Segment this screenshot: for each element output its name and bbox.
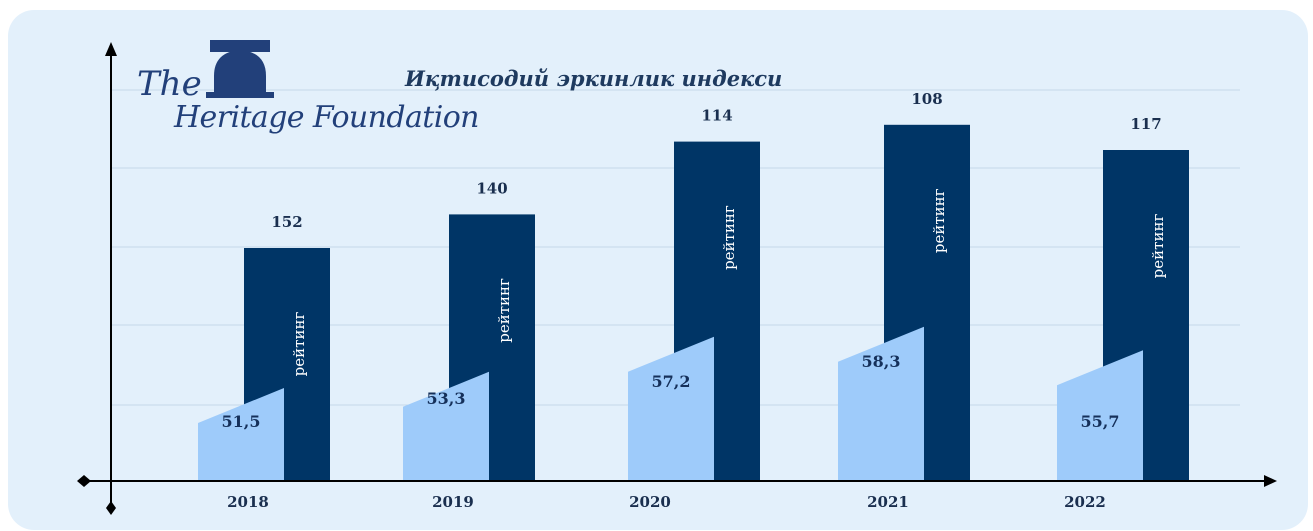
x-tick-label-2020: 2020 — [629, 493, 671, 511]
bars: 152 51,5 рейтинг 140 53,3 рейтинг 114 57,2 рейти… — [198, 90, 1189, 482]
x-axis-origin-diamond-icon — [77, 475, 91, 487]
logo-text-heritage-foundation: Heritage Foundation — [173, 100, 479, 135]
score-bar-2022 — [1057, 350, 1143, 481]
rank-value-label-2021: 108 — [911, 90, 942, 108]
x-tick-label-2018: 2018 — [227, 493, 269, 511]
rank-value-label-2020: 114 — [701, 107, 732, 125]
score-bar-2021 — [838, 326, 924, 481]
score-value-label-2022: 55,7 — [1081, 412, 1120, 431]
x-tick-label-2021: 2021 — [867, 493, 909, 511]
chart-title: Иқтисодий эркинлик индекси — [404, 66, 782, 91]
logo-text-the: The — [137, 64, 202, 104]
x-tick-label-2019: 2019 — [432, 493, 474, 511]
rank-series-label-2018: рейтинг — [290, 312, 308, 377]
score-bar-2020 — [628, 336, 714, 481]
rank-value-label-2022: 117 — [1130, 115, 1161, 133]
score-bar-2019 — [403, 371, 489, 481]
score-bar-2018 — [198, 388, 284, 481]
rank-series-label-2021: рейтинг — [930, 188, 948, 253]
score-value-label-2018: 51,5 — [222, 412, 261, 431]
y-axis-arrow-icon — [105, 42, 117, 56]
score-value-label-2020: 57,2 — [652, 372, 691, 391]
heritage-foundation-logo: The Heritage Foundation — [137, 40, 479, 135]
y-axis-end-diamond-icon — [106, 501, 116, 515]
rank-series-label-2020: рейтинг — [720, 205, 738, 270]
rank-value-label-2019: 140 — [476, 179, 507, 197]
x-tick-label-2022: 2022 — [1064, 493, 1106, 511]
axes: 2018 2019 2020 2021 2022 — [77, 42, 1277, 515]
rank-value-label-2018: 152 — [271, 213, 302, 231]
score-value-label-2019: 53,3 — [427, 389, 466, 408]
score-value-label-2021: 58,3 — [862, 352, 901, 371]
x-axis-arrow-icon — [1264, 475, 1277, 487]
rank-series-label-2022: рейтинг — [1149, 214, 1167, 279]
liberty-bell-icon — [206, 40, 274, 98]
rank-series-label-2019: рейтинг — [495, 278, 513, 343]
